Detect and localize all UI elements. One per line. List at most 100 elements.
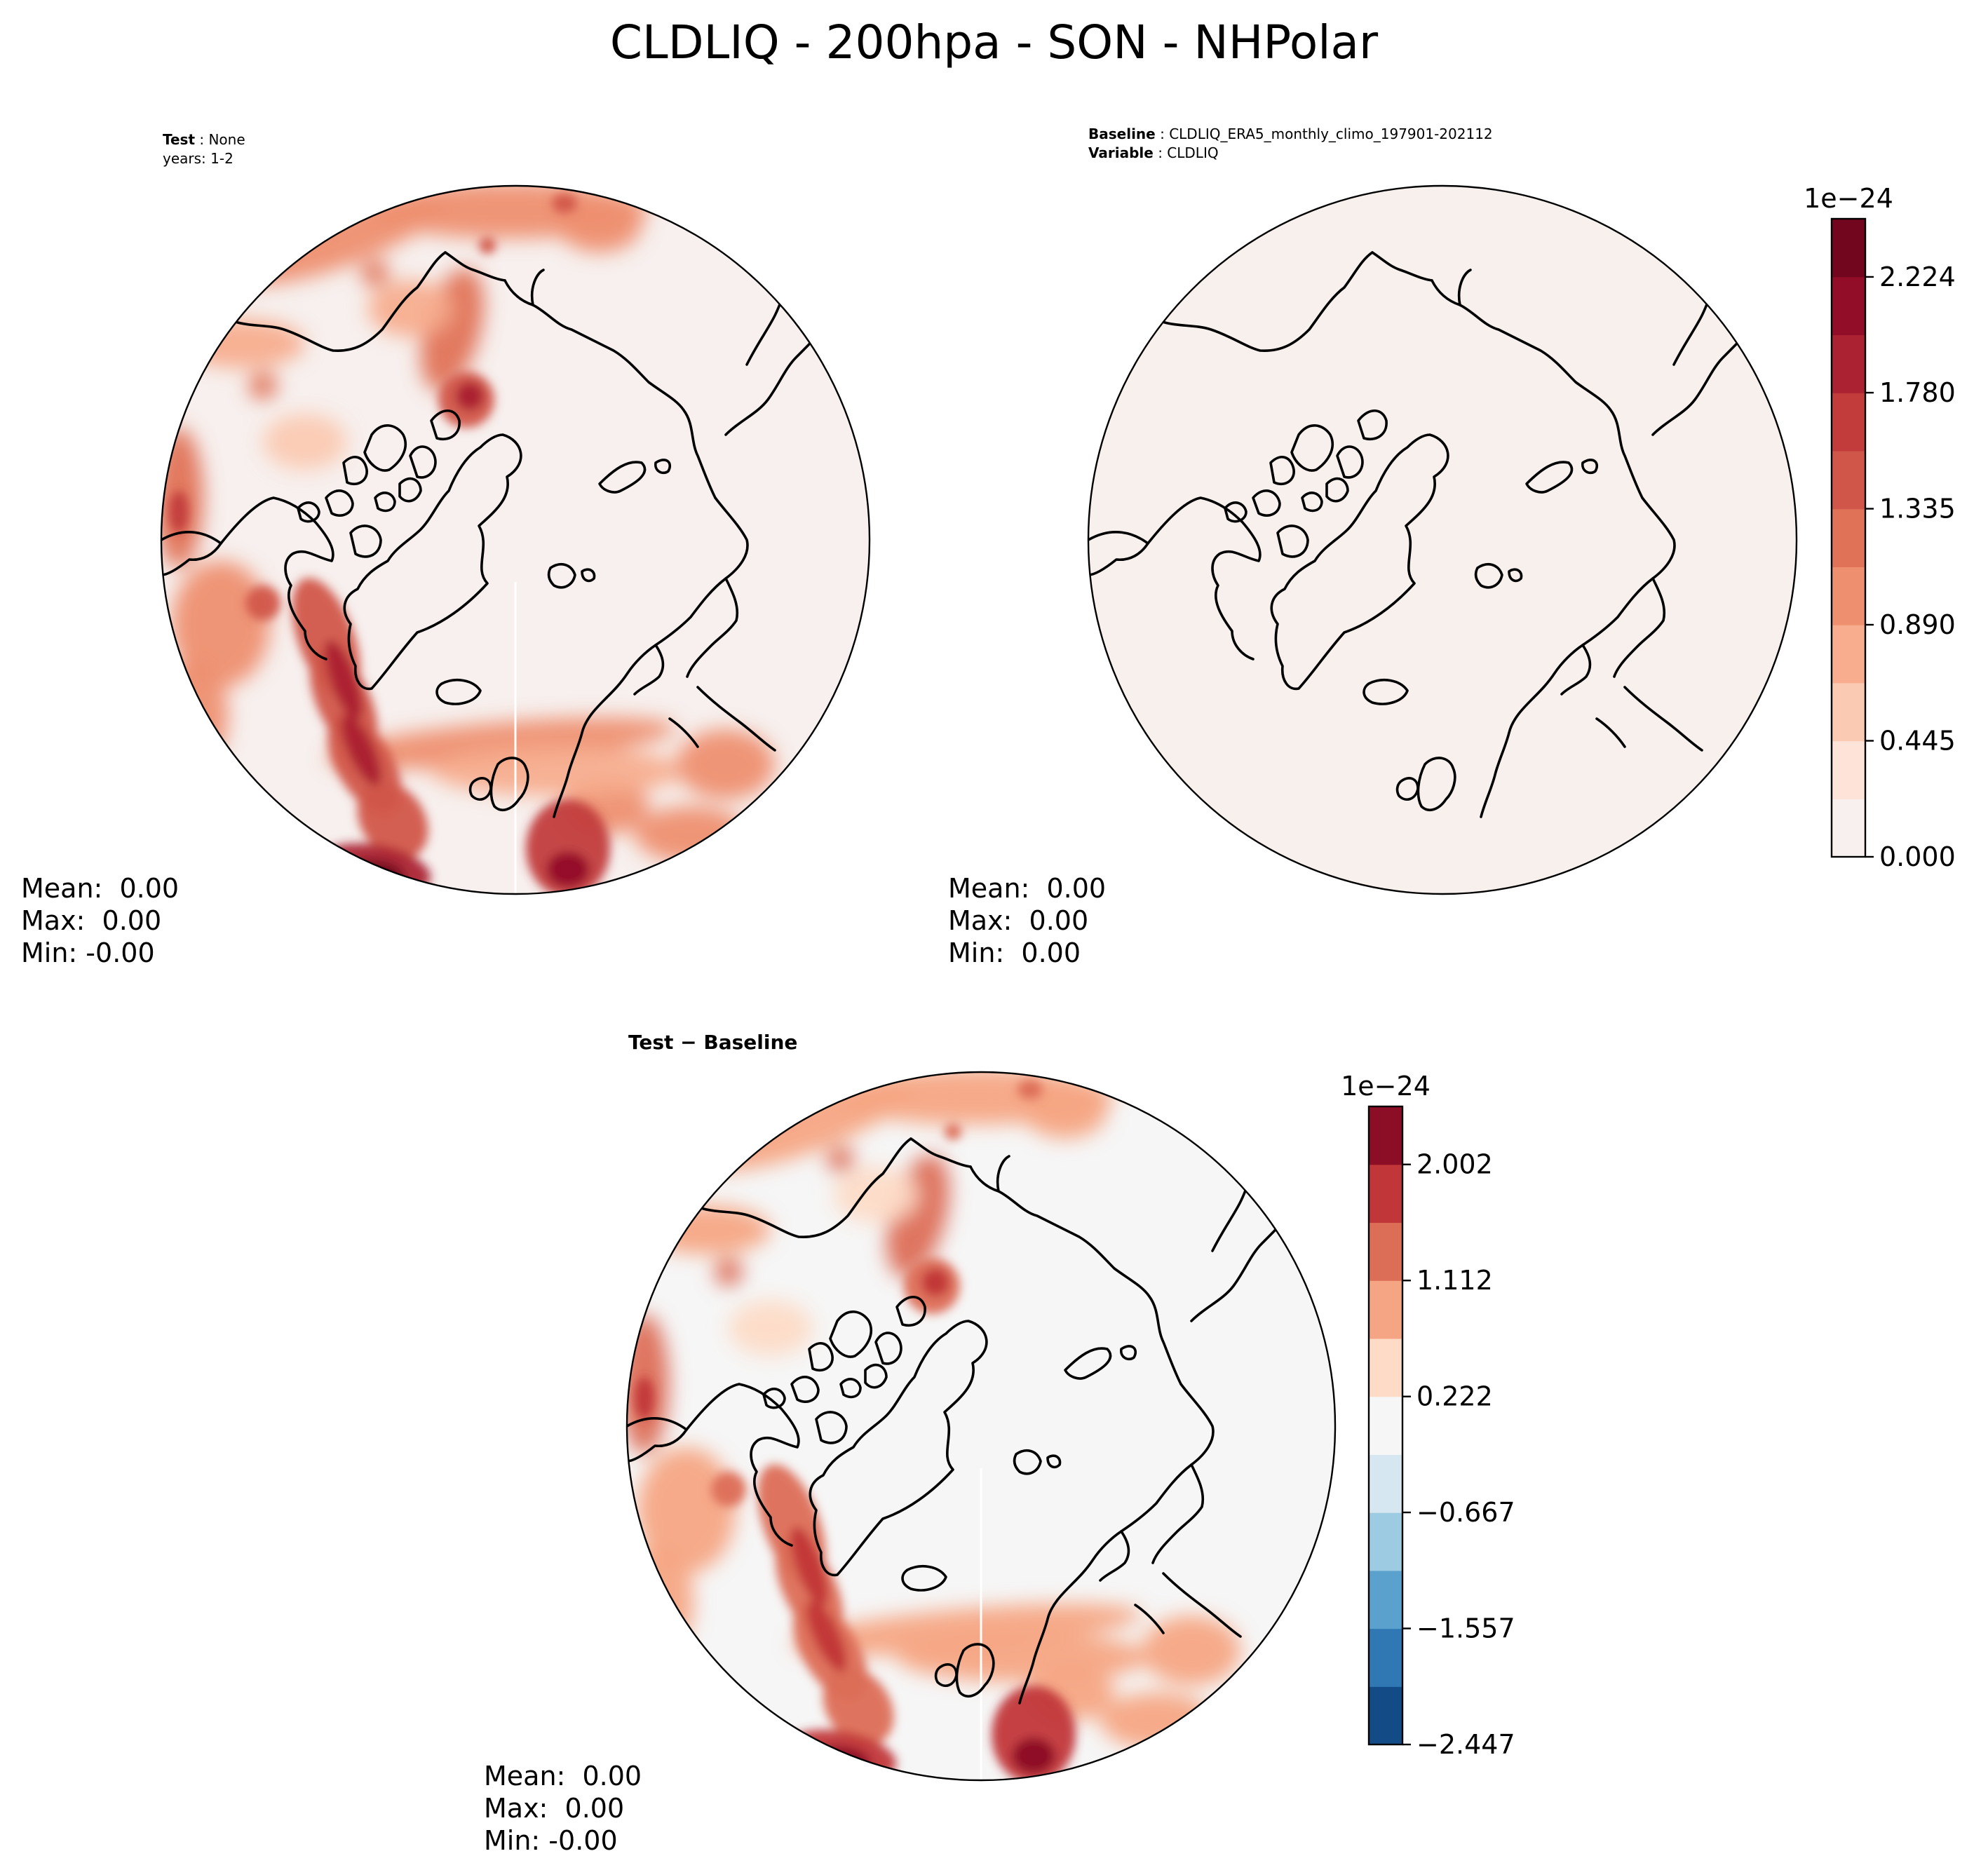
test-colorbar-segment [1832, 450, 1865, 510]
test-min: Min: -0.00 [21, 937, 155, 968]
difference-colorbar: −2.447 −1.557 −0.667 0.222 1.112 2.002 1e−24 [1341, 1071, 1515, 1760]
difference-colorbar-segment [1369, 1280, 1402, 1339]
test-colorbar-segment [1832, 276, 1865, 336]
difference-field-patch [635, 1377, 654, 1419]
difference-field-patch [834, 1167, 918, 1223]
test-colorbar-segment [1832, 508, 1865, 567]
difference-colorbar-segment [1369, 1106, 1402, 1165]
difference-min: Min: -0.00 [484, 1825, 618, 1856]
test-colorbar-segment [1832, 219, 1865, 278]
baseline-meta-value: CLDLIQ_ERA5_monthly_climo_197901-202112 [1169, 126, 1493, 142]
difference-field-patch [711, 1472, 746, 1507]
test-field-patch [326, 717, 677, 769]
difference-field-patch [637, 1447, 736, 1573]
test-years: years: 1-2 [163, 150, 234, 167]
difference-colorbar-segment [1369, 1396, 1402, 1455]
test-field-patch [547, 852, 589, 887]
difference-field-patch [729, 1300, 813, 1356]
difference-colorbar-tick-label: 2.002 [1416, 1149, 1493, 1180]
test-field-patch [357, 781, 428, 860]
test-field-patch [263, 414, 347, 470]
difference-field-patch [790, 1526, 828, 1606]
baseline-map [1087, 184, 1798, 895]
test-field-patch [557, 196, 642, 252]
difference-field-patch [897, 1633, 1149, 1682]
test-field-patch [368, 280, 452, 337]
test-meta-value: None [208, 131, 245, 148]
baseline-meta-label: Baseline [1088, 126, 1156, 142]
difference-colorbar-segment [1369, 1454, 1402, 1513]
baseline-meta: Baseline : CLDLIQ_ERA5_monthly_climo_197… [1088, 126, 1493, 161]
difference-colorbar-segment [1369, 1164, 1402, 1224]
test-meta: Test : None years: 1-2 [163, 131, 245, 167]
test-field-patch [179, 319, 305, 368]
difference-colorbar-segment [1369, 1222, 1402, 1281]
test-colorbar-tick-label: 1.780 [1879, 377, 1956, 408]
test-field-patch [172, 561, 270, 687]
test-field-patch [161, 659, 228, 771]
test-colorbar-segment [1832, 740, 1865, 799]
difference-colorbar-segment [1369, 1686, 1402, 1745]
difference-field-patch [806, 1601, 847, 1672]
difference-colorbar-tick-label: −0.667 [1416, 1497, 1515, 1528]
baseline-mean: Mean: 0.00 [948, 873, 1107, 904]
difference-colorbar-segment [1369, 1512, 1402, 1571]
figure-title: CLDLIQ - 200hpa - SON - NHPolar [609, 15, 1379, 69]
difference-field-patch [627, 1545, 694, 1658]
difference-field-patch [827, 1147, 855, 1172]
test-colorbar-tick-label: 0.445 [1879, 726, 1956, 757]
difference-field-patch [1013, 1738, 1055, 1773]
test-field-patch [325, 640, 363, 720]
difference-colorbar-tick-label: 1.112 [1416, 1265, 1493, 1296]
baseline-min: Min: 0.00 [948, 937, 1081, 968]
test-field-patch [677, 729, 775, 799]
test-colorbar-frame [1830, 217, 1867, 858]
test-field-patch [341, 714, 381, 786]
test-field-patch [552, 194, 577, 213]
test-field-patch [361, 261, 389, 286]
difference-field-patch [945, 1123, 961, 1140]
difference-field-patch [1100, 1693, 1212, 1749]
difference-colorbar-offset-label: 1e−24 [1341, 1071, 1431, 1102]
test-field-patch [169, 491, 189, 533]
difference-field-patch [823, 1667, 894, 1746]
baseline-map-background [1088, 186, 1797, 894]
difference-title: Test − Baseline [628, 1031, 798, 1054]
test-colorbar-segment [1832, 567, 1865, 625]
difference-stats: Mean: 0.00 Max: 0.00 Min: -0.00 [484, 1760, 642, 1857]
test-field-patch [635, 806, 747, 862]
test-colorbar-offset-label: 1e−24 [1804, 183, 1893, 214]
baseline-max: Max: 0.00 [948, 905, 1089, 936]
difference-field-patch [644, 1205, 771, 1254]
test-map [160, 184, 871, 895]
difference-colorbar-tick-label: 0.222 [1416, 1381, 1493, 1412]
test-colorbar-segment [1832, 334, 1865, 393]
difference-map [626, 1071, 1337, 1782]
test-field-patch [245, 585, 280, 621]
test-field-patch [526, 799, 610, 894]
test-colorbar-tick-label: 1.335 [1879, 494, 1956, 524]
difference-colorbar-frame [1367, 1105, 1404, 1746]
test-colorbar-segment [1832, 682, 1865, 742]
difference-colorbar-segment [1369, 1570, 1402, 1630]
difference-field-patch [1017, 1080, 1043, 1099]
difference-field-patch [1142, 1615, 1240, 1686]
test-stats: Mean: 0.00 Max: 0.00 Min: -0.00 [21, 872, 179, 969]
test-colorbar-tick-label: 0.890 [1879, 609, 1956, 640]
difference-field-patch [792, 1604, 1142, 1655]
difference-field-patch [715, 1258, 743, 1286]
test-colorbar-tick-label: 0.000 [1879, 841, 1956, 872]
variable-meta-value: CLDLIQ [1167, 144, 1219, 161]
test-max: Max: 0.00 [21, 905, 162, 936]
test-mean: Mean: 0.00 [21, 873, 180, 904]
test-colorbar-segment [1832, 393, 1865, 452]
test-field-patch [431, 747, 684, 796]
difference-colorbar-segment [1369, 1338, 1402, 1397]
difference-field-patch [921, 1268, 949, 1296]
baseline-map-border [1087, 184, 1798, 895]
difference-max: Max: 0.00 [484, 1793, 625, 1824]
test-field-patch [456, 382, 484, 410]
test-field-patch [249, 372, 277, 400]
difference-mean: Mean: 0.00 [484, 1761, 642, 1791]
